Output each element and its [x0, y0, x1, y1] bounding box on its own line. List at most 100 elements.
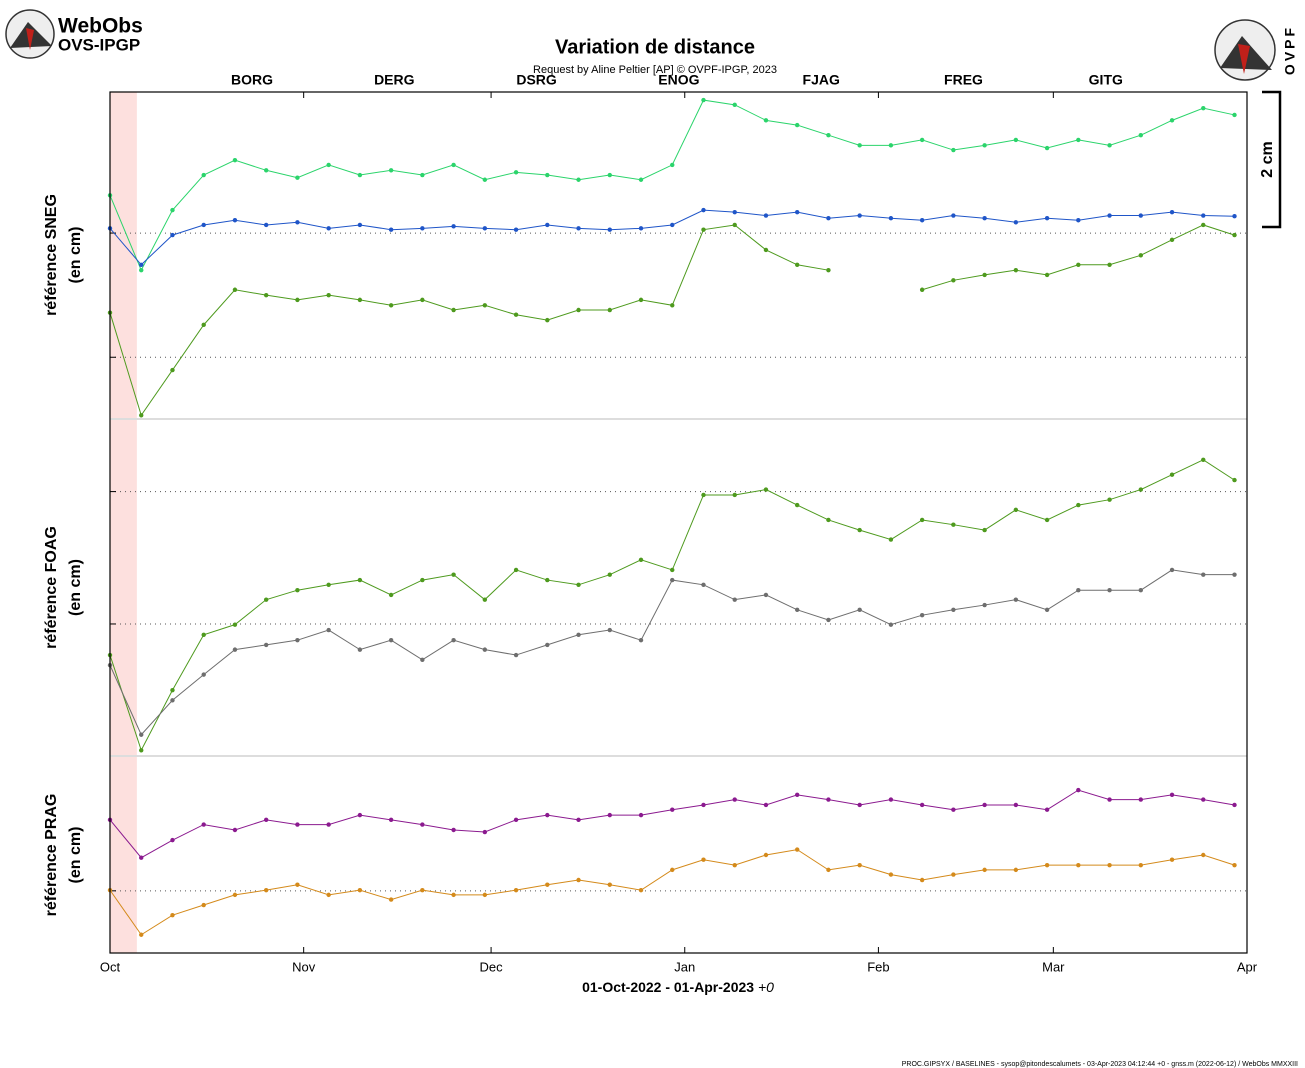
- data-point: [1076, 787, 1081, 793]
- data-point: [951, 807, 956, 812]
- data-point: [638, 297, 644, 303]
- data-point: [607, 572, 612, 577]
- data-point: [1169, 857, 1175, 862]
- legend-entry: ENOG: [658, 72, 699, 88]
- data-point: [951, 213, 956, 218]
- data-point: [1201, 213, 1206, 218]
- data-point: [1138, 213, 1143, 218]
- data-point: [670, 807, 675, 812]
- x-axis-label: 01-Oct-2022 - 01-Apr-2023 +0: [582, 979, 774, 995]
- data-point: [451, 162, 456, 168]
- data-point: [607, 812, 612, 818]
- data-point: [1107, 588, 1112, 593]
- data-point: [482, 829, 488, 835]
- x-tick-label: Feb: [867, 959, 889, 974]
- data-point: [857, 143, 862, 148]
- data-point: [263, 642, 269, 648]
- data-point: [420, 887, 425, 893]
- data-point: [295, 297, 300, 303]
- data-point: [232, 892, 238, 898]
- footer: PROC.GIPSYX / BASELINES - sysop@pitondes…: [902, 1061, 1298, 1068]
- data-point: [638, 637, 644, 643]
- plot-frame: [109, 91, 1248, 954]
- legend-entry: FJAG: [803, 72, 840, 88]
- data-point: [1076, 218, 1081, 223]
- data-point: [388, 303, 394, 308]
- data-point: [170, 912, 175, 918]
- data-point: [1138, 862, 1143, 868]
- data-point: [1232, 112, 1237, 118]
- x-axis-label-suffix: +0: [758, 979, 774, 995]
- data-point: [420, 172, 425, 178]
- data-point: [545, 577, 550, 583]
- data-point: [857, 527, 862, 533]
- data-point: [701, 857, 706, 862]
- data-point: [513, 312, 519, 317]
- data-point: [576, 226, 581, 231]
- data-point: [607, 172, 612, 178]
- data-point: [1232, 232, 1237, 238]
- data-point: [576, 307, 581, 313]
- data-point: [1138, 797, 1143, 802]
- x-tick-label: Dec: [480, 959, 504, 974]
- logo-left: [5, 9, 55, 59]
- data-point: [545, 812, 550, 818]
- data-point: [982, 602, 987, 608]
- data-point: [826, 867, 831, 873]
- data-point: [888, 143, 894, 148]
- data-point: [170, 837, 175, 843]
- data-point: [1044, 517, 1050, 523]
- data-point: [232, 827, 238, 833]
- data-point: [420, 226, 425, 231]
- data-point: [1138, 132, 1143, 138]
- data-point: [1201, 457, 1206, 463]
- data-point: [794, 847, 800, 852]
- data-point: [451, 892, 456, 898]
- data-point: [1076, 862, 1081, 868]
- data-point: [607, 627, 612, 633]
- data-point: [732, 862, 737, 868]
- data-point: [919, 218, 925, 223]
- data-point: [576, 632, 581, 637]
- data-point: [545, 882, 550, 887]
- data-point: [638, 557, 644, 563]
- data-point: [951, 147, 956, 153]
- data-point: [357, 172, 363, 178]
- data-point: [1013, 867, 1019, 873]
- data-point: [451, 307, 456, 313]
- data-point: [232, 218, 238, 223]
- data-point: [826, 617, 831, 623]
- data-point: [513, 817, 519, 823]
- data-point: [1201, 572, 1206, 577]
- data-point: [888, 797, 894, 802]
- legend-entry: BORG: [231, 72, 273, 88]
- data-point: [295, 588, 300, 593]
- data-point: [451, 572, 456, 577]
- data-point: [732, 209, 737, 215]
- data-point: [513, 567, 519, 573]
- data-point: [232, 622, 238, 627]
- data-point: [857, 213, 862, 218]
- data-point: [576, 817, 581, 823]
- y-axis-label: (en cm): [67, 827, 84, 884]
- data-point: [1013, 267, 1019, 273]
- legend-entry: DERG: [374, 72, 415, 88]
- y-axis-label: référence SNEG: [43, 194, 60, 316]
- data-point: [1169, 567, 1175, 573]
- series-line: [109, 789, 1235, 859]
- data-point: [826, 216, 831, 221]
- data-point: [794, 502, 800, 508]
- data-point: [420, 822, 425, 827]
- data-point: [1013, 220, 1019, 225]
- data-point: [482, 647, 488, 652]
- series: [107, 787, 1237, 860]
- data-point: [607, 882, 612, 887]
- data-point: [1232, 802, 1237, 808]
- data-point: [513, 227, 519, 232]
- data-point: [420, 657, 425, 662]
- data-point: [326, 226, 331, 231]
- data-point: [794, 209, 800, 215]
- data-point: [232, 157, 238, 163]
- data-point: [388, 637, 394, 643]
- data-point: [295, 220, 300, 225]
